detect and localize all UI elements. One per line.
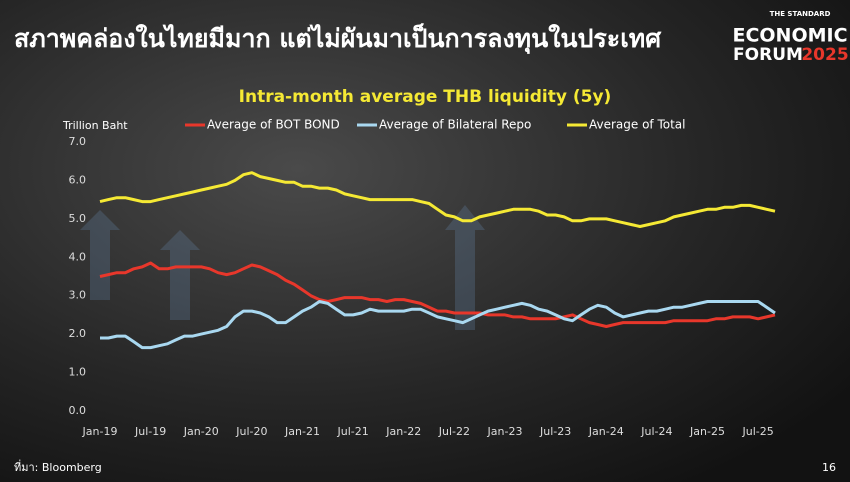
x-tick-label: Jan-23 [487,425,523,438]
chart-title: Intra-month average THB liquidity (5y) [239,87,612,107]
x-tick-label: Jan-22 [385,425,421,438]
legend-label: Average of Total [589,118,686,132]
x-tick-label: Jul-23 [539,425,571,438]
x-tick-label: Jul-20 [235,425,267,438]
series-line [99,171,776,228]
y-tick-label: 1.0 [69,366,87,379]
x-tick-label: Jan-24 [588,425,624,438]
x-tick-label: Jan-21 [284,425,320,438]
slide-title: สภาพคล่องในไทยมีมาก แต่ไม่ผันมาเป็นการลง… [14,23,662,55]
y-tick-label: 4.0 [69,250,87,263]
y-tick-label: 6.0 [69,173,87,186]
series-line [99,261,776,328]
logo-top: THE STANDARD [770,10,831,18]
x-tick-label: Jan-25 [689,425,725,438]
legend-label: Average of Bilateral Repo [379,118,531,132]
y-tick-label: 2.0 [69,327,87,340]
decor-arrows [80,205,485,330]
y-tick-label: 5.0 [69,212,87,225]
logo-line1: ECONOMIC [732,25,847,47]
logo-year: 2025 [801,45,848,65]
x-tick-label: Jul-22 [438,425,470,438]
x-tick-label: Jul-19 [134,425,166,438]
legend-label: Average of BOT BOND [207,118,340,132]
x-tick-label: Jul-21 [337,425,369,438]
y-tick-label: 0.0 [69,404,87,417]
source: ที่มา: Bloomberg [14,459,102,474]
logo-line2: FORUM [733,45,803,65]
y-axis-label: Trillion Baht [62,119,128,132]
y-tick-label: 3.0 [69,289,87,302]
x-tick-label: Jul-25 [742,425,774,438]
page-number: 16 [822,461,836,474]
x-tick-label: Jul-24 [640,425,672,438]
x-tick-label: Jan-19 [82,425,118,438]
y-tick-label: 7.0 [69,135,87,148]
x-tick-label: Jan-20 [183,425,219,438]
series-line [100,300,776,350]
